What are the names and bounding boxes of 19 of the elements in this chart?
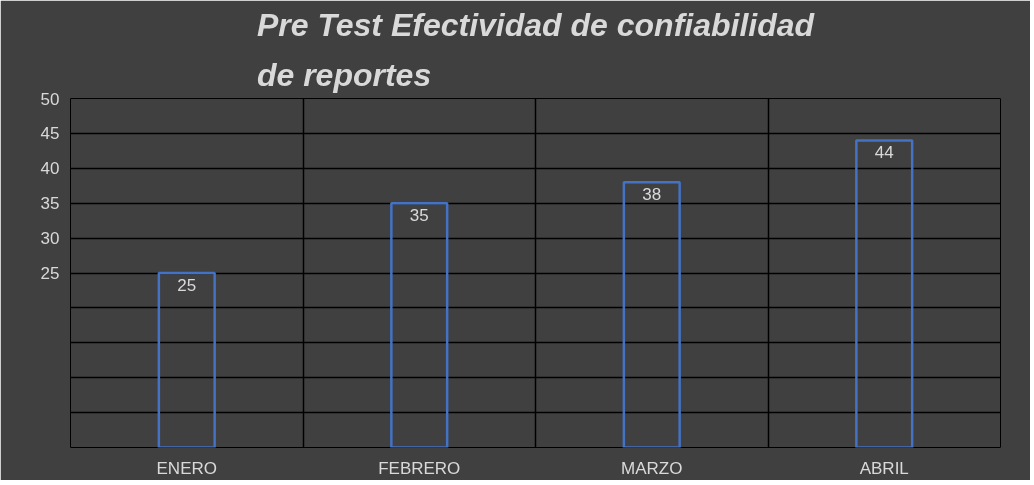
y-tick-label: 30: [40, 229, 60, 249]
bar: [157, 271, 216, 448]
x-tick-label: MARZO: [621, 458, 683, 478]
x-tick-label: FEBRERO: [378, 458, 461, 478]
data-label: 25: [177, 276, 197, 295]
data-label: 38: [642, 185, 662, 205]
bar: [390, 201, 449, 448]
bar: [622, 181, 681, 448]
y-tick-label: 35: [40, 194, 60, 214]
data-label: 44: [874, 143, 894, 163]
y-tick-label: 40: [40, 159, 60, 179]
chart-title: Pre Test Efectividad de confiabilidad de reportes: [256, 7, 816, 94]
y-tick-label: 45: [40, 124, 60, 144]
x-tick-label: ENERO: [156, 458, 217, 478]
x-tick-label: ABRIL: [859, 458, 909, 478]
bar: [855, 139, 914, 448]
y-tick-label: 50: [40, 89, 60, 109]
y-tick-label: 25: [40, 264, 60, 283]
data-label: 35: [409, 206, 429, 226]
